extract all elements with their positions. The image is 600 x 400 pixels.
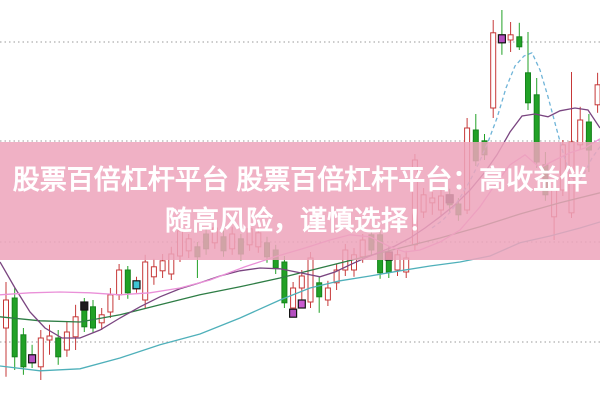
kline-chart: [0, 10, 600, 380]
stock-article-hero: 股票百倍杠杆平台 股票百倍杠杆平台：高收益伴 随高风险，谨慎选择！: [0, 10, 600, 380]
